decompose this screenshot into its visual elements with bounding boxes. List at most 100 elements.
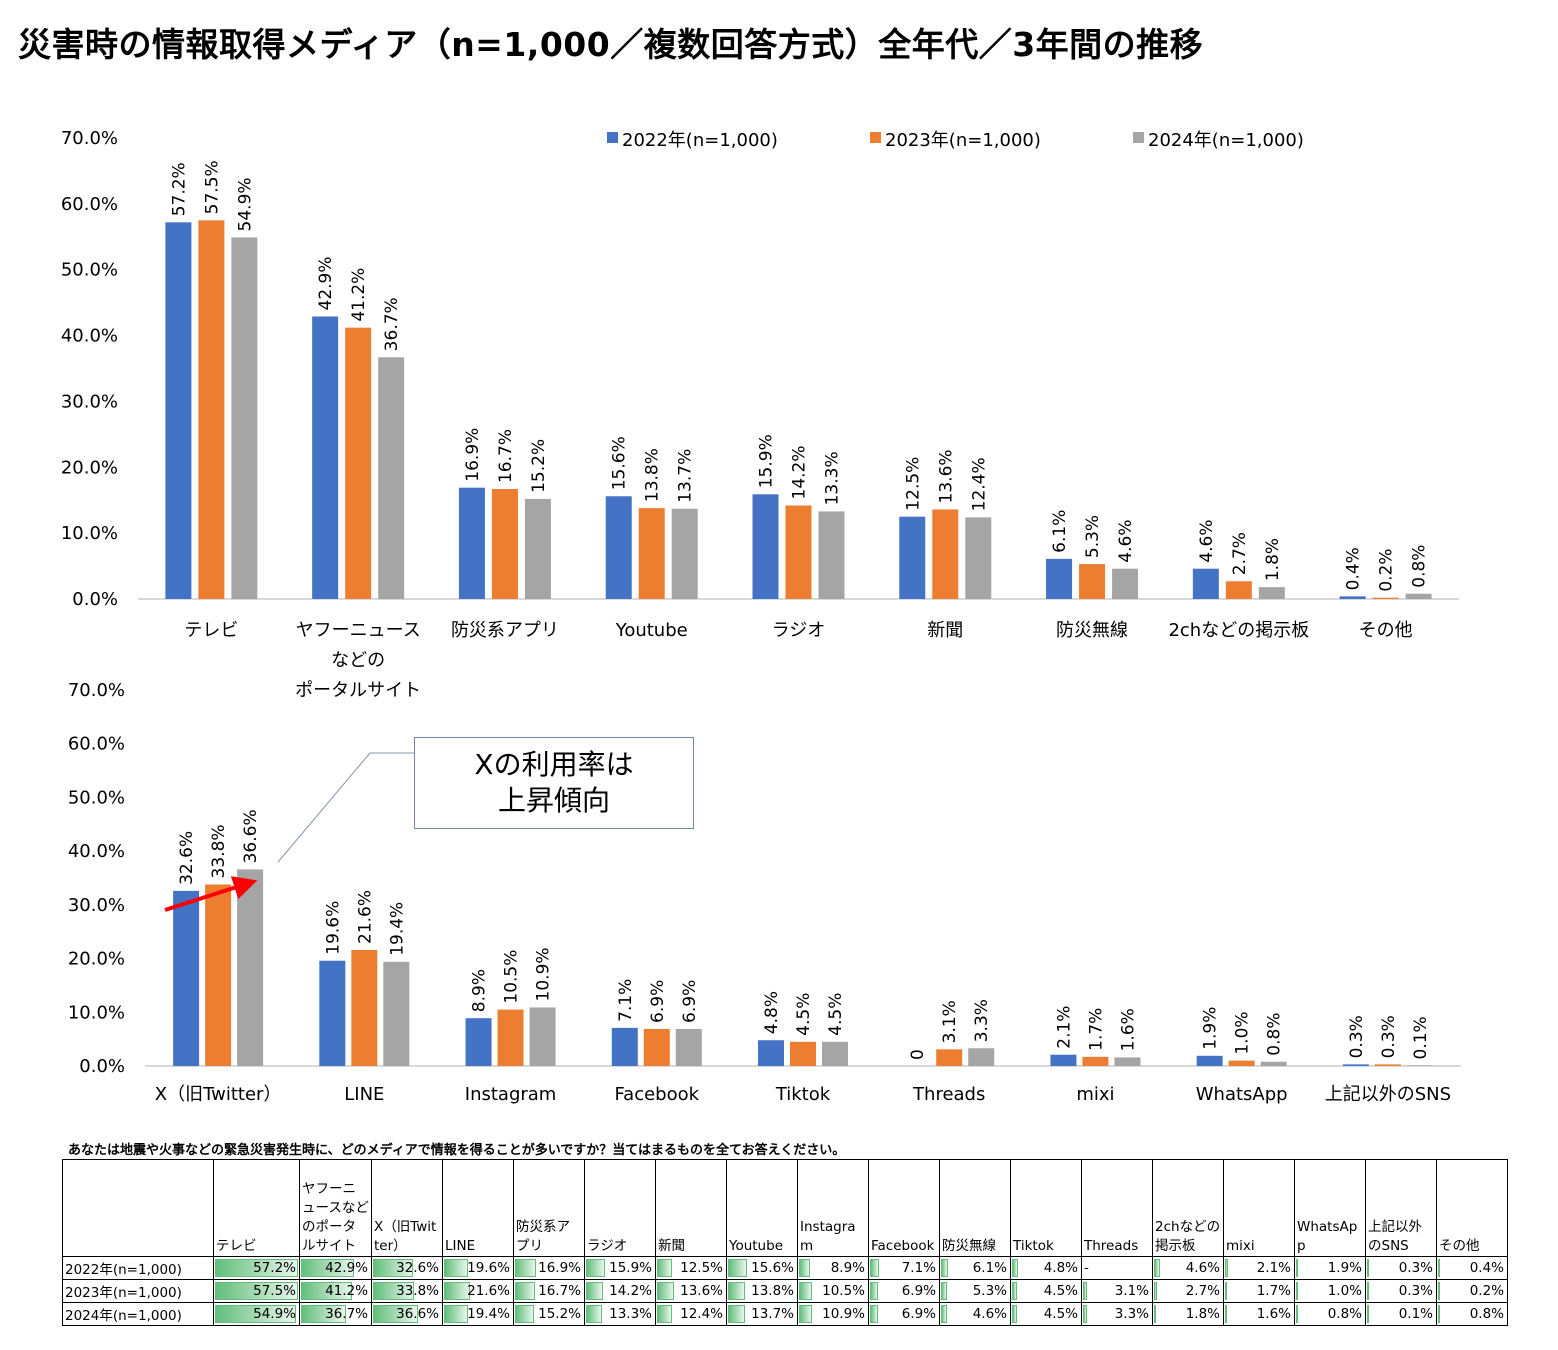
sns-data-label: 7.1% <box>616 979 636 1022</box>
cell-value: 15.9% <box>609 1260 652 1276</box>
media-ytick: 40.0% <box>61 326 118 347</box>
cell-value: 13.8% <box>751 1283 794 1299</box>
media-bar <box>1372 597 1399 599</box>
table-cell: 21.6% <box>442 1279 514 1303</box>
cell-value: 1.8% <box>1185 1306 1220 1322</box>
cell-value: 0.1% <box>1398 1306 1433 1322</box>
sns-ytick: 10.0% <box>68 1002 125 1023</box>
table-cell: 7.1% <box>868 1256 940 1280</box>
data-bar <box>870 1259 879 1277</box>
table-cell: 3.3% <box>1081 1302 1153 1326</box>
data-bar <box>586 1282 604 1300</box>
data-bar <box>301 1282 352 1300</box>
sns-chart: 0.0% 10.0% 20.0% 30.0% 40.0% 50.0% 60.0% 70.0% 3… <box>68 680 1461 1105</box>
media-bar <box>752 494 779 599</box>
table-cell: 4.6% <box>1152 1256 1224 1280</box>
table-header: 新聞 <box>655 1159 727 1257</box>
media-data-label: 16.9% <box>463 428 483 482</box>
media-bar <box>1192 568 1219 599</box>
data-bar <box>657 1305 673 1323</box>
table-cell: 32.6% <box>371 1256 443 1280</box>
cell-value: 0.3% <box>1398 1283 1433 1299</box>
cell-value: 19.6% <box>467 1260 510 1276</box>
cell-value: 0.2% <box>1469 1283 1504 1299</box>
cell-value: 3.1% <box>1114 1283 1149 1299</box>
data-bar <box>728 1305 745 1323</box>
cell-value: 36.7% <box>325 1306 368 1322</box>
cell-value: 15.6% <box>751 1260 794 1276</box>
sns-bar <box>1374 1064 1401 1066</box>
sns-data-label: 19.4% <box>387 902 407 956</box>
media-data-label: 36.7% <box>382 297 402 351</box>
table-cell: 1.8% <box>1152 1302 1224 1326</box>
cell-value: 54.9% <box>253 1306 296 1322</box>
media-bar <box>932 509 959 599</box>
sns-data-label: 0.1% <box>1411 1016 1431 1059</box>
data-bar <box>1012 1282 1018 1300</box>
data-bar <box>1296 1259 1299 1277</box>
table-cell: 1.9% <box>1294 1256 1366 1280</box>
cell-value: 2.7% <box>1185 1283 1220 1299</box>
callout-line-2: 上昇傾向 <box>497 784 610 817</box>
cell-value: 4.6% <box>972 1306 1007 1322</box>
media-category-label: 防災系アプリ <box>451 620 559 641</box>
media-bar <box>1046 558 1073 599</box>
cell-value: 19.4% <box>467 1306 510 1322</box>
data-bar <box>941 1305 947 1323</box>
cell-value: 8.9% <box>830 1260 865 1276</box>
media-category-label: 2chなどの掲示板 <box>1168 620 1309 641</box>
cell-value: 3.3% <box>1114 1306 1149 1322</box>
media-category-label: ヤフーニュース <box>296 620 421 641</box>
media-data-label: 2.7% <box>1230 532 1250 575</box>
media-ytick: 60.0% <box>61 194 118 215</box>
media-data-label: 13.6% <box>936 449 956 503</box>
table-cell: 15.6% <box>726 1256 798 1280</box>
table-cell: 16.9% <box>513 1256 585 1280</box>
cell-value: 41.2% <box>325 1283 368 1299</box>
table-cell: 57.2% <box>213 1256 300 1280</box>
cell-value: 2.1% <box>1256 1260 1291 1276</box>
sns-data-label: 21.6% <box>355 890 375 944</box>
table-cell: 0.8% <box>1436 1302 1508 1326</box>
data-bar <box>1083 1305 1088 1323</box>
media-bar <box>491 489 518 599</box>
cell-value: 6.9% <box>901 1283 936 1299</box>
sns-data-label: 0.3% <box>1347 1015 1367 1058</box>
cell-value: 0.3% <box>1398 1260 1433 1276</box>
sns-category-label: LINE <box>344 1084 384 1105</box>
table-row: 2022年(n=1,000) 57.2% 42.9% 32.6% 19.6% 16.9% 1… <box>62 1256 1508 1280</box>
sns-data-label: 36.6% <box>241 809 261 863</box>
sns-bar <box>968 1048 995 1066</box>
legend-swatch <box>870 132 881 143</box>
sns-bar <box>205 884 232 1066</box>
media-bar <box>231 237 258 600</box>
data-bar <box>1154 1259 1160 1277</box>
survey-question: あなたは地震や火事などの緊急災害発生時に、どのメディアで情報を得ることが多いです… <box>68 1143 846 1158</box>
table-row: 2023年(n=1,000) 57.5% 41.2% 33.8% 21.6% 16.7% 1… <box>62 1279 1508 1303</box>
data-bar <box>941 1259 949 1277</box>
media-data-label: 4.6% <box>1197 520 1217 563</box>
media-data-label: 5.3% <box>1083 515 1103 558</box>
sns-bar <box>1260 1061 1287 1066</box>
sns-data-label: 4.8% <box>762 991 782 1034</box>
media-category-label: などの <box>331 650 385 671</box>
table-header: ヤフーニュースなどのポータルサイト <box>299 1159 372 1257</box>
media-data-label: 42.9% <box>316 256 336 310</box>
media-bar <box>1258 587 1285 599</box>
table-cell: 41.2% <box>299 1279 372 1303</box>
sns-data-label: 3.3% <box>972 999 992 1042</box>
media-data-label: 0.2% <box>1377 548 1397 591</box>
table-header: X（旧Twitter） <box>371 1159 443 1257</box>
sns-bar <box>465 1018 492 1066</box>
media-data-label: 0.8% <box>1410 545 1430 588</box>
data-bar <box>515 1305 534 1323</box>
legend-label: 2024年(n=1,000) <box>1148 130 1304 151</box>
cell-value: 10.5% <box>822 1283 865 1299</box>
media-ytick: 0.0% <box>72 589 118 610</box>
data-bar <box>1367 1259 1370 1277</box>
data-bar <box>373 1282 415 1300</box>
callout-pointer <box>277 752 414 863</box>
data-bar <box>1225 1259 1228 1277</box>
sns-data-label: 10.9% <box>534 947 554 1001</box>
table-header: 防災無線 <box>939 1159 1011 1257</box>
